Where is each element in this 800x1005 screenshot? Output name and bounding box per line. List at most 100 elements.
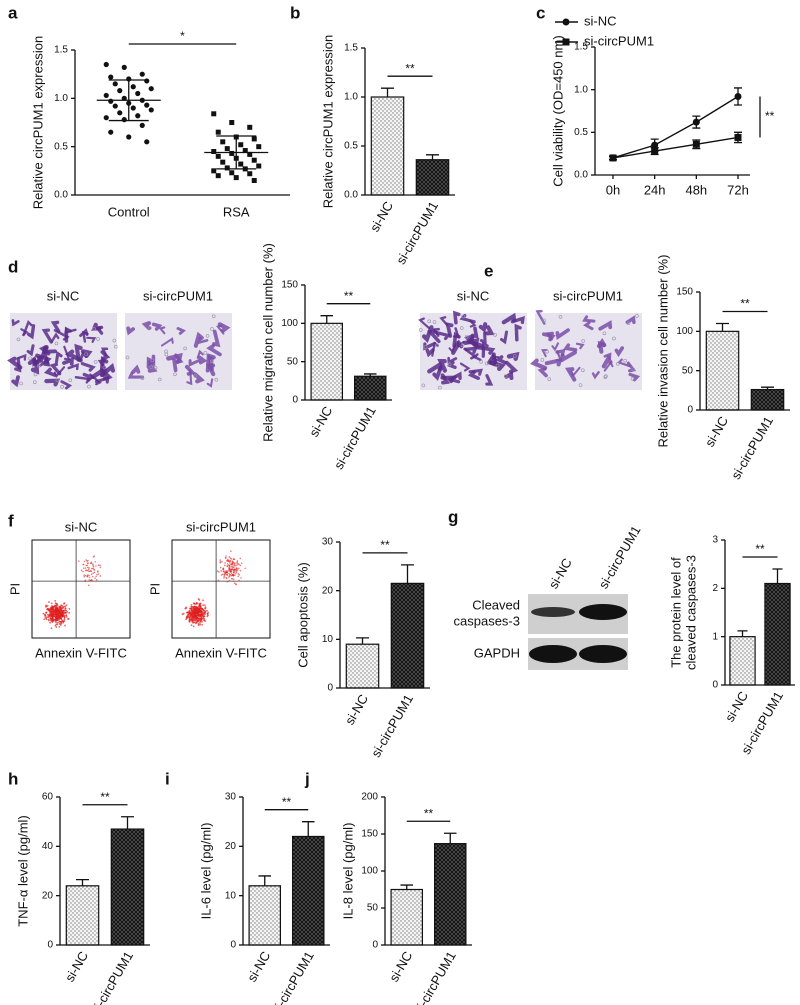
flow-event [192,611,195,613]
panel-letter: h [8,769,18,788]
cell-shape [44,378,61,387]
cell-shape [160,337,174,347]
y-axis-label: IL-8 level (pg/ml) [340,823,355,920]
flow-event [50,620,53,623]
y-tick-label: 1.0 [344,92,358,103]
bar [310,322,344,401]
cell-shape [478,322,488,333]
cell-shape [603,352,612,360]
y-tick-label: 20 [322,585,334,596]
cell-shape [510,316,525,325]
y-axis-label: Relative circPUM1 expression [30,36,45,209]
cell-shape [60,380,73,390]
flow-event [68,608,71,610]
cell-shape [437,358,448,373]
y-tick-label: 200 [361,792,378,803]
flow-event [195,619,198,621]
flow-event [46,613,49,616]
cell-shape [158,326,166,335]
bar [390,888,424,946]
flow-event [238,574,241,576]
y-tick-label: 0.5 [344,141,358,152]
flow-event [65,609,67,612]
x-tick-label: 72h [727,182,749,197]
flow-event [199,623,202,626]
bar [353,375,387,401]
cell-shape [551,342,560,352]
flow-event [219,559,222,561]
cell-shape [44,367,57,377]
flow-event [233,562,236,564]
flow-event [57,609,60,611]
flow-event [239,569,242,572]
flow-event [199,620,202,623]
flow-event [64,624,66,627]
cell-shape [544,357,563,367]
cell-shape [477,345,496,355]
flow-event [45,616,48,618]
flow-event [226,580,229,583]
pore [33,372,38,377]
flow-event [216,570,219,572]
flow-event [232,580,235,582]
flow-event [232,558,235,560]
pore [479,360,483,364]
cell-shape [582,315,596,323]
pore [211,314,216,319]
cell-shape [53,366,66,379]
flow-event [226,571,229,573]
flow-event [92,564,94,567]
significance-label: ** [282,795,292,809]
flow-event [88,576,91,579]
flow-event [56,610,59,613]
flow-event [50,627,53,630]
cell-shape [464,346,478,354]
flow-event [189,608,192,610]
flow-event [194,608,197,611]
flow-event [56,621,59,624]
cell-shape [50,320,61,333]
data-point [126,134,132,140]
pore [87,384,91,389]
pore [214,377,219,382]
x-tick-label: 24h [644,182,666,197]
flow-event [59,607,62,610]
flow-event [58,622,61,625]
flow-event [49,607,52,610]
pore [438,385,442,390]
flow-event [89,579,92,582]
flow-event [92,575,94,578]
cell-shape [97,359,108,372]
flow-event [50,613,53,616]
flow-event [90,562,92,564]
y-tick-label: 2 [712,583,718,594]
flow-event [91,579,93,582]
y-tick-label: 20 [225,841,237,852]
cell-shape [62,356,74,366]
flow-event [199,613,202,616]
data-point [251,136,257,142]
cell-shape [598,320,613,331]
y-tick-label: 1.5 [344,43,358,54]
flow-event [84,567,87,569]
data-point [215,129,221,135]
flow-event [228,579,231,582]
flow-event [230,572,233,575]
flow-event [223,574,226,576]
pore [164,349,168,354]
flow-event [199,618,202,621]
bar [370,96,405,196]
y-tick-label: 0 [327,683,333,694]
cell-shape [64,327,77,335]
flow-event [61,611,64,614]
flow-event [62,606,65,608]
flow-event [59,615,62,617]
flow-event [45,605,47,608]
line-marker [692,140,700,148]
flow-event [190,605,193,608]
flow-event [63,611,66,614]
flow-event [223,575,226,578]
data-point [238,142,244,148]
series-line [612,136,739,159]
flow-event [206,612,209,615]
